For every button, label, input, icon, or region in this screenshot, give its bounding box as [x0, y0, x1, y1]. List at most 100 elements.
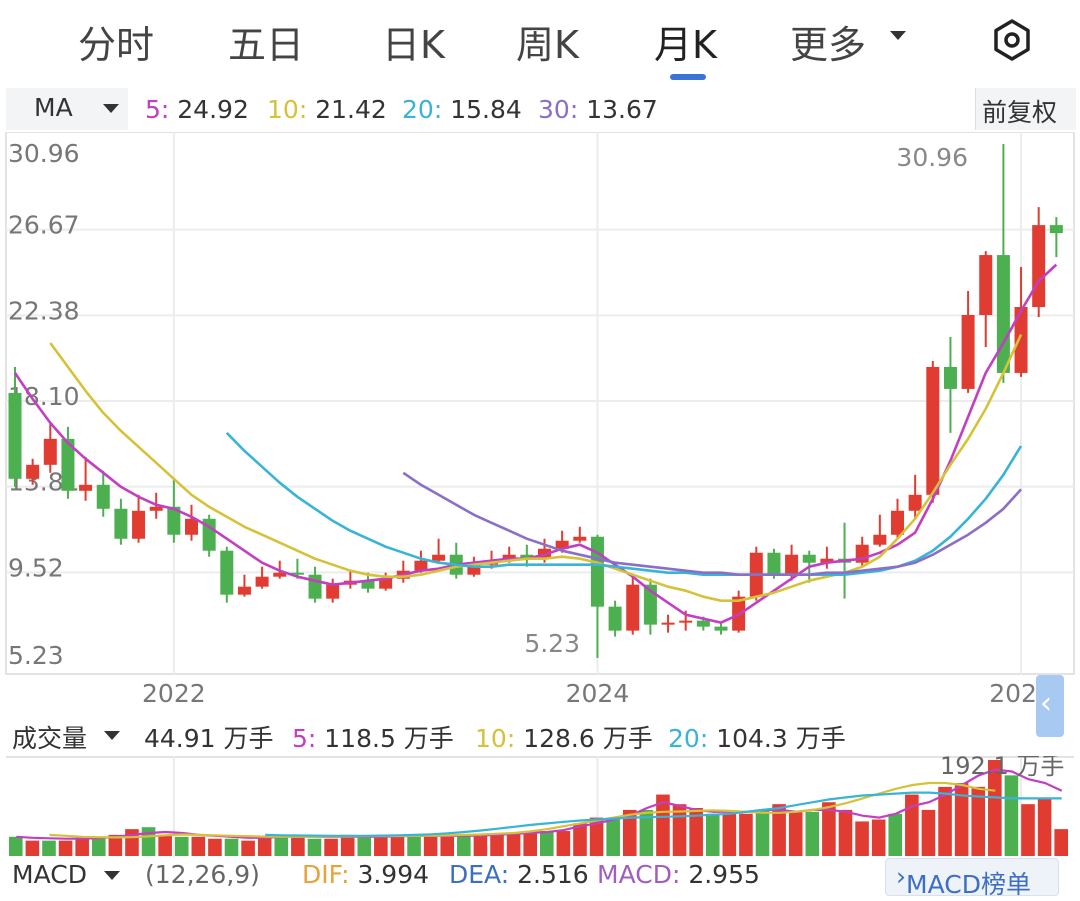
- volume-bar: [158, 834, 172, 856]
- ma10-value: 21.42: [315, 95, 387, 124]
- candle: [943, 336, 957, 433]
- ma-indicator-select[interactable]: MA: [6, 88, 128, 130]
- candle: [996, 144, 1010, 383]
- ma30-line: [402, 471, 1022, 577]
- volume-bar: [888, 813, 903, 856]
- candle: [1032, 207, 1046, 317]
- volume-bar: [573, 823, 587, 856]
- volume-bar: [125, 829, 139, 856]
- ma5-value: 24.92: [177, 95, 249, 124]
- macd-indicator-select[interactable]: MACD: [12, 860, 87, 889]
- ma30-value: 13.67: [586, 95, 658, 124]
- x-axis-tick-label: 2024: [566, 679, 630, 708]
- tab-monthly-k[interactable]: 月K: [654, 23, 717, 67]
- candle: [908, 474, 922, 519]
- candle: [326, 578, 340, 603]
- volume-bar: [938, 786, 952, 856]
- candle: [979, 251, 993, 347]
- tab-daily-k[interactable]: 日K: [382, 23, 445, 67]
- volume-bar: [224, 838, 239, 856]
- volume-bar: [838, 809, 853, 856]
- chart-frame: [5, 132, 1075, 675]
- volume-bar: [291, 834, 305, 856]
- macd-value: 2.955: [688, 860, 760, 889]
- candle: [449, 542, 463, 579]
- candle: [202, 514, 216, 557]
- price-adjust-button[interactable]: 前复权: [975, 88, 1076, 130]
- volume-bar: [772, 804, 786, 856]
- volume-bar: [954, 783, 969, 856]
- volume-bar: [656, 794, 670, 856]
- ma5-legend: 5: 24.92: [145, 95, 249, 124]
- candle: [8, 366, 22, 487]
- candle: [361, 572, 375, 593]
- vol-ma5-legend: 5: 118.5 万手: [292, 724, 454, 753]
- tab-more-label: 更多: [790, 23, 867, 67]
- volume-bar: [174, 836, 189, 856]
- volume-bar: [490, 834, 504, 856]
- y-axis-tick-label: 26.67: [8, 211, 80, 240]
- tab-intraday[interactable]: 分时: [78, 23, 155, 67]
- candle: [167, 478, 181, 543]
- ma-select-label: MA: [34, 93, 73, 122]
- candle: [26, 458, 40, 485]
- dea-value: 2.516: [517, 860, 589, 889]
- volume-bar: [374, 836, 388, 856]
- macd-ranking-button[interactable]: MACD榜单 ›: [885, 858, 1059, 899]
- volume-bar: [556, 831, 571, 856]
- candle: [1014, 267, 1028, 377]
- tab-weekly-k[interactable]: 周K: [516, 23, 579, 67]
- volume-current: 44.91 万手: [144, 724, 274, 753]
- vol-ma5-value: 118.5 万手: [324, 724, 454, 753]
- tab-more[interactable]: 更多: [790, 14, 866, 69]
- volume-bar: [1004, 775, 1019, 856]
- volume-bar: [42, 840, 56, 856]
- ma10-period: 10: [267, 95, 299, 124]
- collapse-side-panel-button[interactable]: ‹: [1036, 675, 1064, 737]
- candle: [573, 526, 587, 543]
- volume-bar: [324, 838, 338, 856]
- tab-five-day[interactable]: 五日: [228, 23, 305, 67]
- period-tabs: 分时 五日 日K 周K 月K 更多: [0, 0, 1080, 88]
- volume-bar: [141, 827, 156, 856]
- volume-bar: [75, 838, 89, 856]
- candle: [414, 550, 428, 573]
- vol-ma20-value: 104.3 万手: [716, 724, 846, 753]
- settings-icon[interactable]: [990, 18, 1034, 62]
- volume-bar: [705, 813, 720, 856]
- volume-bar: [739, 813, 753, 856]
- volume-bar: [340, 834, 355, 856]
- dea-legend: DEA: 2.516: [449, 860, 589, 889]
- min-price-label: 5.23: [524, 629, 580, 658]
- candle: [185, 504, 198, 541]
- volume-bar: [473, 834, 488, 856]
- price-adjust-label: 前复权: [982, 98, 1058, 127]
- volume-bar: [589, 817, 604, 856]
- volume-bar: [25, 840, 40, 856]
- ma10-legend: 10: 21.42: [267, 95, 387, 124]
- ma5-period: 5: [145, 95, 161, 124]
- volume-bar: [58, 840, 73, 856]
- volume-bar: [440, 836, 455, 856]
- ma5-line: [13, 263, 1058, 624]
- ma-legend-bar: MA 5: 24.92 10: 21.42 20: 15.84 30: 13.6…: [0, 88, 1080, 132]
- chevron-down-icon: [104, 731, 120, 740]
- volume-chart[interactable]: 192.1 万手: [0, 756, 1080, 858]
- volume-bar: [689, 808, 703, 856]
- x-axis-tick-label: 2022: [142, 679, 206, 708]
- macd-name: MACD: [597, 860, 672, 889]
- volume-select-label: 成交量: [12, 724, 88, 753]
- vol-ma10-value: 128.6 万手: [523, 724, 653, 753]
- vol-ma20-line: [265, 791, 1062, 837]
- volume-bar: [855, 821, 869, 856]
- ma10-line: [49, 334, 1023, 603]
- y-axis-tick-label: 5.23: [8, 641, 64, 670]
- volume-bar: [622, 809, 637, 856]
- ma20-legend: 20: 15.84: [402, 95, 522, 124]
- volume-bar: [988, 760, 1002, 856]
- volume-bar: [755, 809, 770, 856]
- dea-name: DEA: [449, 860, 501, 889]
- volume-indicator-select[interactable]: 成交量: [12, 719, 87, 755]
- candle: [643, 578, 657, 635]
